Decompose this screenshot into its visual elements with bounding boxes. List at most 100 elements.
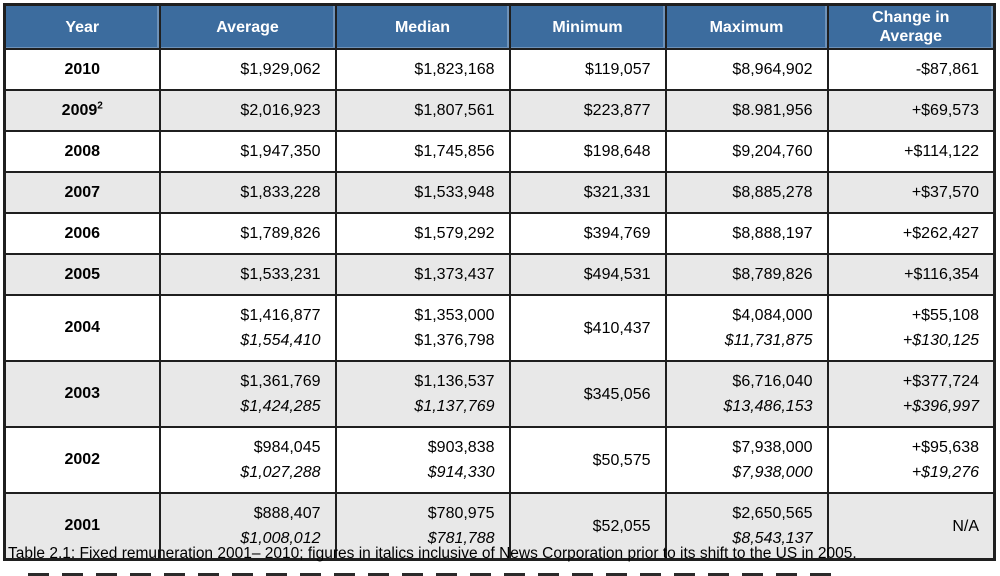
maximum-cell: $8,789,826 (664, 253, 829, 296)
minimum-value: $394,769 (583, 225, 651, 242)
median-cell: $1,373,437 (334, 253, 511, 296)
table-row-2006: 2006 $1,789,826 $1,579,292 $394,769 $8,888,1… (3, 212, 996, 255)
minimum-value: $119,057 (584, 61, 651, 78)
median-cell: $1,807,561 (334, 89, 511, 132)
average-cell: $1,833,228 (158, 171, 337, 214)
remuneration-table: Year Average Median Minimum Maximum Change in… (3, 3, 996, 561)
average-value: $1,947,350 (240, 143, 321, 160)
median-value: $1,745,856 (414, 143, 495, 160)
median-cell: $1,579,292 (334, 212, 511, 255)
minimum-value: $50,575 (592, 451, 651, 469)
change-cell: +$116,354 (826, 253, 996, 296)
change-value: +$114,122 (904, 143, 979, 160)
maximum-cell: $8,885,278 (664, 171, 829, 214)
median-value: $1,579,292 (414, 225, 495, 242)
change-value-italic: +$396,997 (902, 398, 979, 415)
year-cell: 2008 (3, 130, 161, 173)
header-row: Year Average Median Minimum Maximum Change in… (3, 3, 996, 50)
average-cell: $1,947,350 (158, 130, 337, 173)
change-value-italic: +$130,125 (902, 332, 979, 349)
average-value-italic: $1,554,410 (240, 332, 321, 349)
maximum-cell: $2,650,565 $8,543,137 (664, 492, 829, 561)
change-value: +$95,638 (911, 439, 979, 456)
bottom-dashed-line (28, 573, 838, 576)
median-cell: $903,838 $914,330 (334, 426, 511, 494)
table-row-2010: 2010 $1,929,062 $1,823,168 $119,057 $8,964,9… (3, 48, 996, 91)
column-header-3: Minimum (508, 3, 667, 50)
minimum-cell: $410,437 (508, 294, 667, 362)
minimum-value: $321,331 (583, 184, 651, 201)
average-value: $1,929,062 (240, 61, 321, 78)
table-row-2002: 2002 $984,045 $1,027,288 $903,838 $914,330 $5… (3, 426, 996, 494)
maximum-cell: $6,716,040 $13,486,153 (664, 360, 829, 428)
column-header-5: Change in Average (826, 3, 996, 50)
year-cell: 2004 (3, 294, 161, 362)
average-value: $888,407 (253, 505, 321, 522)
average-value: $1,361,769 (240, 373, 321, 390)
minimum-cell: $321,331 (508, 171, 667, 214)
median-value: $1,533,948 (414, 184, 495, 201)
minimum-cell: $52,055 (508, 492, 667, 561)
average-cell: $2,016,923 (158, 89, 337, 132)
average-cell: $1,416,877 $1,554,410 (158, 294, 337, 362)
change-value: +$37,570 (911, 184, 979, 201)
average-value: $1,833,228 (240, 184, 321, 201)
median-value-italic: $914,330 (427, 464, 495, 481)
change-cell: +$37,570 (826, 171, 996, 214)
column-header-1: Average (158, 3, 337, 50)
average-value: $1,533,231 (240, 266, 321, 283)
average-value-italic: $1,027,288 (240, 464, 321, 481)
table-row-2001: 2001 $888,407 $1,008,012 $780,975 $781,788 $5… (3, 492, 996, 561)
change-value: -$87,861 (915, 61, 979, 78)
maximum-value: $8,789,826 (732, 266, 813, 283)
minimum-cell: $394,769 (508, 212, 667, 255)
average-value: $984,045 (253, 439, 321, 456)
median-cell: $1,353,000 $1,376,798 (334, 294, 511, 362)
median-value: $1,373,437 (414, 266, 495, 283)
maximum-value: $4,084,000 (732, 307, 813, 324)
minimum-cell: $198,648 (508, 130, 667, 173)
year-cell: 2001 (3, 492, 161, 561)
maximum-value: $9,204,760 (732, 143, 813, 160)
change-value: +$377,724 (902, 373, 979, 390)
average-cell: $984,045 $1,027,288 (158, 426, 337, 494)
footnote-marker: 2 (97, 100, 103, 112)
year-cell: 2003 (3, 360, 161, 428)
minimum-value: $198,648 (583, 143, 651, 160)
change-cell: +$114,122 (826, 130, 996, 173)
maximum-value: $8.981,956 (732, 102, 813, 119)
change-value-italic: +$19,276 (911, 464, 979, 481)
table-row-2003: 2003 $1,361,769 $1,424,285 $1,136,537 $1,137… (3, 360, 996, 428)
median-cell: $1,136,537 $1,137,769 (334, 360, 511, 428)
column-header-4: Maximum (664, 3, 829, 50)
average-value: $1,789,826 (240, 225, 321, 242)
minimum-cell: $50,575 (508, 426, 667, 494)
maximum-value: $7,938,000 (732, 439, 813, 456)
year-cell: 2006 (3, 212, 161, 255)
table-caption: Table 2.1: Fixed remuneration 2001– 2010… (8, 545, 857, 562)
year-cell: 2002 (3, 426, 161, 494)
change-cell: +$55,108 +$130,125 (826, 294, 996, 362)
maximum-cell: $8.981,956 (664, 89, 829, 132)
maximum-value-italic: $11,731,875 (724, 332, 813, 349)
change-cell: -$87,861 (826, 48, 996, 91)
average-value: $1,416,877 (240, 307, 321, 324)
median-cell: $1,745,856 (334, 130, 511, 173)
maximum-cell: $8,888,197 (664, 212, 829, 255)
average-value: $2,016,923 (240, 102, 321, 119)
median-value: $1,823,168 (414, 61, 495, 78)
average-cell: $1,533,231 (158, 253, 337, 296)
change-value: N/A (952, 517, 979, 535)
maximum-value: $8,964,902 (732, 61, 813, 78)
maximum-value-italic: $7,938,000 (732, 464, 813, 481)
median-cell: $1,533,948 (334, 171, 511, 214)
minimum-cell: $119,057 (508, 48, 667, 91)
change-cell: +$95,638 +$19,276 (826, 426, 996, 494)
median-value: $1,353,000 (414, 307, 495, 324)
median-value: $1,807,561 (414, 102, 495, 119)
minimum-cell: $223,877 (508, 89, 667, 132)
median-value-italic: $1,137,769 (414, 398, 495, 415)
table-row-2008: 2008 $1,947,350 $1,745,856 $198,648 $9,204,7… (3, 130, 996, 173)
year-cell: 2007 (3, 171, 161, 214)
minimum-cell: $494,531 (508, 253, 667, 296)
